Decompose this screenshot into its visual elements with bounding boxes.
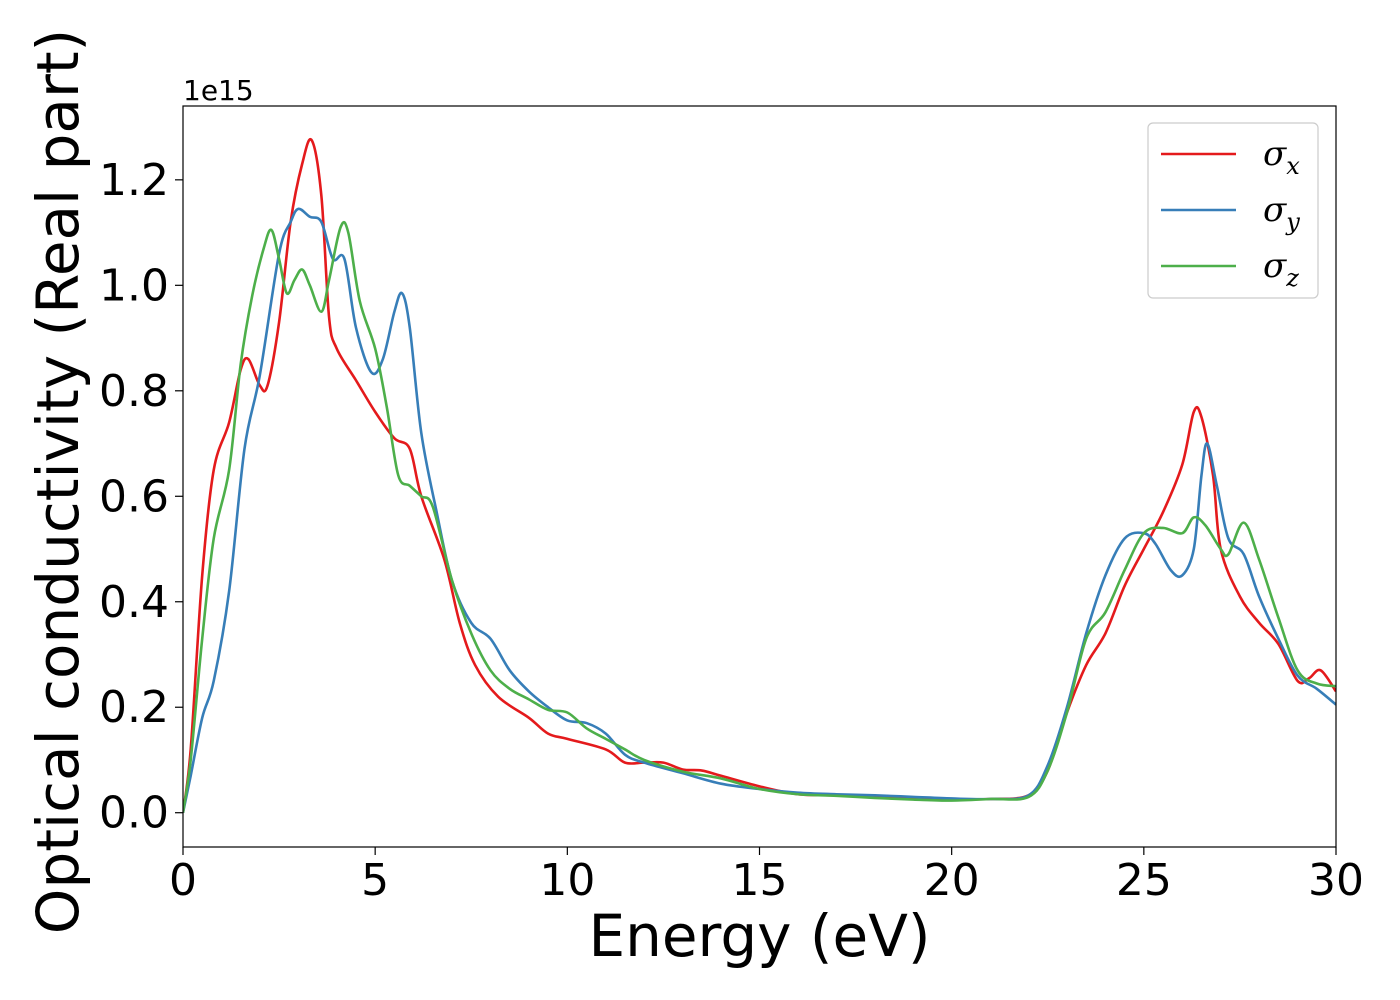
x-tick-label: 15: [732, 855, 788, 906]
x-tick-label: 10: [539, 855, 595, 906]
y-axis-ticks: 0.0 0.2 0.4 0.6 0.8 1.0 1.2: [99, 155, 183, 839]
plot-lines: [183, 137, 1336, 813]
series-line-y: [183, 207, 1336, 813]
legend-label-subscript: y: [1285, 208, 1300, 236]
series-line-z: [183, 220, 1336, 813]
series-line-x: [183, 137, 1336, 813]
y-tick-label: 0.6: [99, 471, 169, 522]
legend-label-subscript: x: [1286, 152, 1300, 180]
y-tick-label: 1.0: [99, 260, 169, 311]
x-tick-label: 25: [1116, 855, 1172, 906]
legend-label-x: σx: [1263, 134, 1300, 180]
x-axis-ticks: 0 5 10 15 20 25 30: [169, 847, 1364, 906]
legend-label-subscript: z: [1285, 264, 1299, 292]
y-offset-label: 1e15: [183, 74, 254, 107]
x-axis-title: Energy (eV): [588, 902, 930, 970]
y-tick-label: 0.2: [99, 682, 169, 733]
y-tick-label: 0.8: [99, 366, 169, 417]
legend-label-y: σy: [1263, 190, 1300, 236]
y-axis-title: Optical conductivity (Real part): [24, 29, 92, 934]
y-tick-label: 0.0: [99, 788, 169, 839]
legend-label-symbol: σ: [1263, 246, 1287, 286]
y-tick-label: 1.2: [99, 155, 169, 206]
x-tick-label: 5: [361, 855, 389, 906]
y-tick-label: 0.4: [99, 577, 169, 628]
legend-label-z: σz: [1263, 246, 1299, 292]
legend-label-symbol: σ: [1263, 190, 1287, 230]
x-tick-label: 20: [924, 855, 980, 906]
legend-label-symbol: σ: [1263, 134, 1287, 174]
x-tick-label: 30: [1308, 855, 1364, 906]
x-tick-label: 0: [169, 855, 197, 906]
